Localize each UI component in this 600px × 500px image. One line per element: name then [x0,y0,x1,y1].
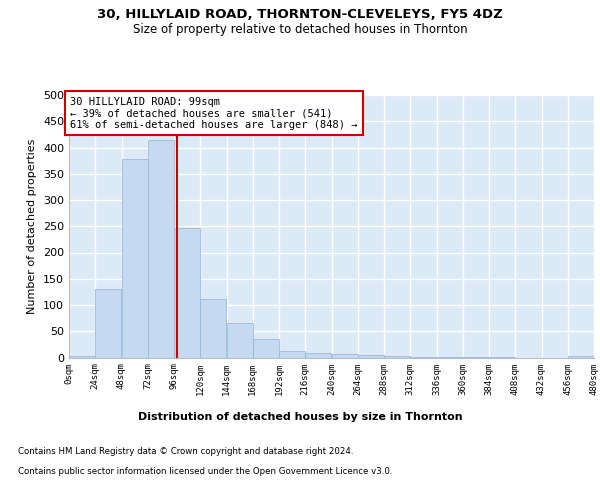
Bar [463,357,489,358]
Bar [174,228,200,358]
Bar [279,350,305,358]
Bar [95,289,121,358]
Text: Size of property relative to detached houses in Thornton: Size of property relative to detached ho… [133,24,467,36]
Bar [227,324,253,358]
Bar [358,355,384,358]
Bar [148,140,174,358]
Text: Distribution of detached houses by size in Thornton: Distribution of detached houses by size … [137,412,463,422]
Text: 30 HILLYLAID ROAD: 99sqm
← 39% of detached houses are smaller (541)
61% of semi-: 30 HILLYLAID ROAD: 99sqm ← 39% of detach… [70,96,358,130]
Bar [332,354,358,358]
Bar [200,299,226,358]
Bar [568,356,594,358]
Text: Contains HM Land Registry data © Crown copyright and database right 2024.: Contains HM Land Registry data © Crown c… [18,448,353,456]
Bar [253,339,279,357]
Bar [69,356,95,358]
Y-axis label: Number of detached properties: Number of detached properties [28,138,37,314]
Bar [122,159,148,358]
Bar [437,357,463,358]
Bar [305,354,331,358]
Bar [410,357,436,358]
Bar [384,356,410,358]
Text: 30, HILLYLAID ROAD, THORNTON-CLEVELEYS, FY5 4DZ: 30, HILLYLAID ROAD, THORNTON-CLEVELEYS, … [97,8,503,20]
Bar [489,357,515,358]
Text: Contains public sector information licensed under the Open Government Licence v3: Contains public sector information licen… [18,468,392,476]
